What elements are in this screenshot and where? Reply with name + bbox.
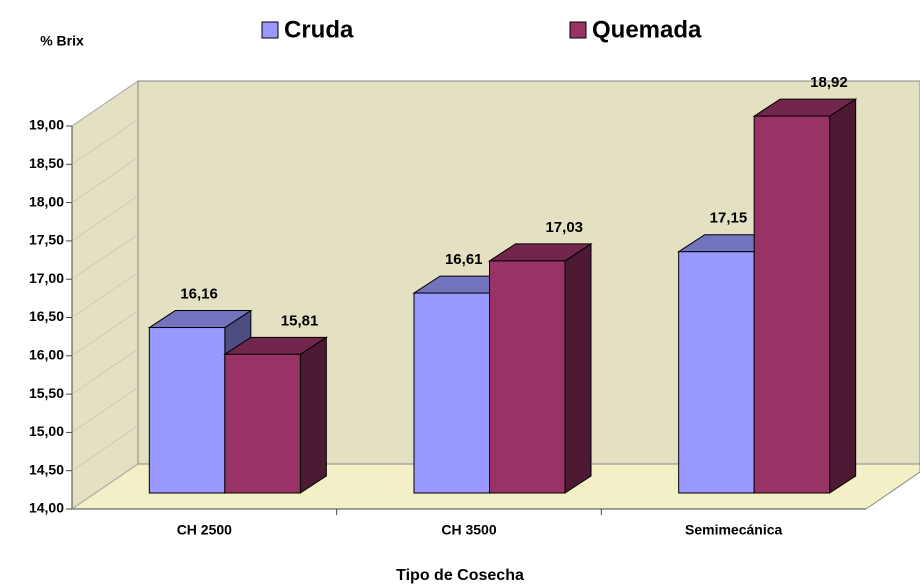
wall-edge: [71, 195, 139, 242]
value-label: 16,61: [445, 251, 483, 268]
bar: [489, 260, 566, 494]
legend-swatch: [261, 21, 279, 39]
y-tick-label: 15,50: [29, 385, 64, 401]
bar: [413, 292, 490, 494]
value-label: 16,16: [180, 286, 218, 303]
y-tick-label: 18,50: [29, 155, 64, 171]
legend-label: Quemada: [592, 16, 702, 43]
y-tick-label: 17,00: [29, 270, 64, 286]
wall-edge: [71, 310, 139, 357]
wall-edge: [71, 425, 139, 471]
wall-edge: [71, 272, 139, 318]
wall-edge: [71, 348, 139, 395]
x-tick-label: CH 3500: [441, 522, 496, 538]
wall-edge: [71, 119, 139, 165]
bar: [678, 251, 755, 494]
bar: [753, 115, 831, 494]
bar-side: [829, 98, 857, 494]
y-tick-label: 16,00: [29, 347, 64, 363]
value-label: 17,15: [710, 210, 748, 227]
x-tick-label: Semimecánica: [685, 522, 782, 538]
wall-edge: [71, 157, 139, 203]
x-axis-label: Tipo de Cosecha: [396, 567, 524, 584]
bar: [148, 327, 226, 494]
y-tick-label: 14,50: [29, 461, 64, 477]
y-tick-label: 16,50: [29, 308, 64, 324]
legend-swatch: [569, 21, 587, 39]
y-tick-label: 18,00: [29, 193, 64, 209]
wall-edge: [71, 463, 139, 510]
y-axis-label: % Brix: [40, 33, 84, 49]
bar: [224, 353, 301, 494]
wall-edge: [71, 233, 139, 280]
y-tick-label: 17,50: [29, 232, 64, 248]
y-tick-label: 15,00: [29, 423, 64, 439]
value-label: 18,92: [810, 74, 848, 91]
wall-edge: [71, 80, 139, 127]
x-tick-label: CH 2500: [177, 522, 232, 538]
bar-side: [564, 242, 592, 494]
value-label: 17,03: [545, 219, 583, 236]
bar-side: [299, 336, 327, 494]
y-tick-label: 14,00: [29, 500, 64, 516]
value-label: 15,81: [281, 312, 319, 329]
wall-edge: [71, 387, 139, 433]
legend-label: Cruda: [284, 16, 354, 43]
y-tick-label: 19,00: [29, 117, 64, 133]
